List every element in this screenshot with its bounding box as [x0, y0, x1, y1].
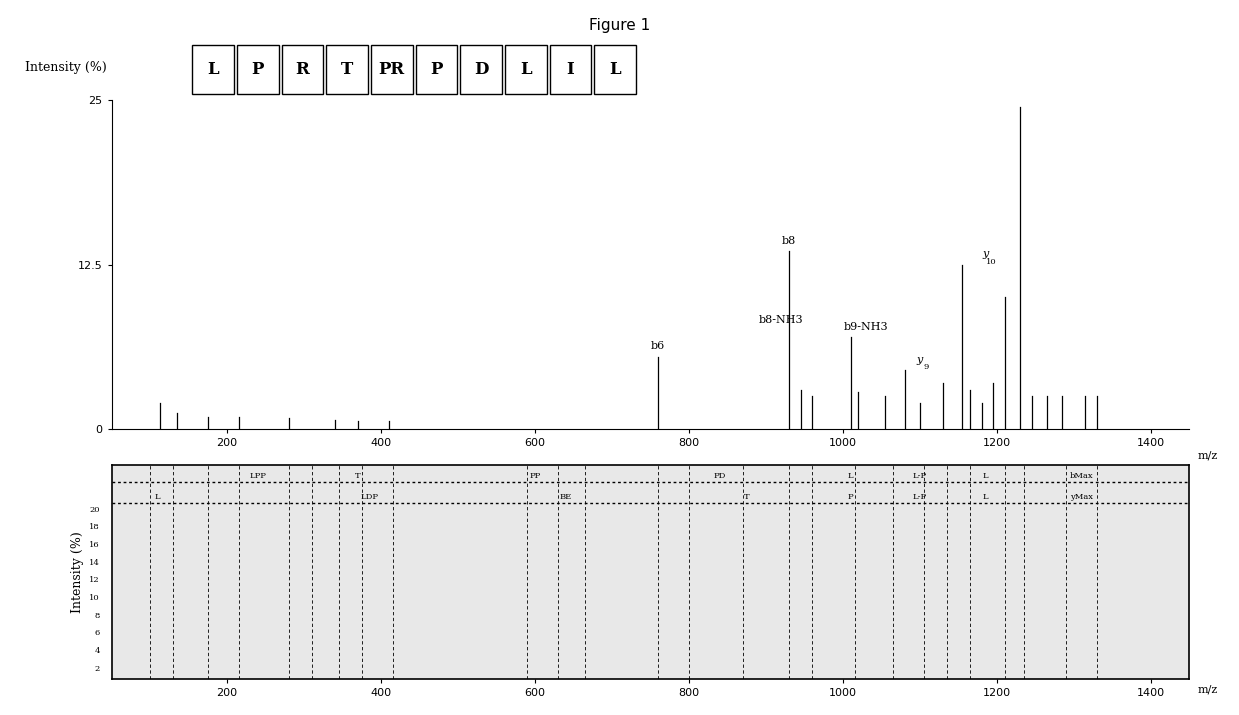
Text: L: L: [610, 61, 621, 78]
FancyBboxPatch shape: [237, 46, 279, 94]
Text: PP: PP: [529, 472, 540, 480]
FancyBboxPatch shape: [370, 46, 413, 94]
Text: 8: 8: [94, 611, 100, 620]
Text: T: T: [356, 472, 361, 480]
Text: b8-NH3: b8-NH3: [760, 315, 804, 325]
Text: BE: BE: [560, 493, 572, 501]
Text: P: P: [847, 493, 854, 501]
Text: 9: 9: [923, 363, 929, 371]
Text: I: I: [566, 61, 574, 78]
Text: 10: 10: [986, 258, 997, 266]
Text: 20: 20: [89, 506, 100, 514]
Text: D: D: [473, 61, 488, 78]
Text: 14: 14: [89, 558, 100, 567]
Text: L: L: [520, 61, 532, 78]
Text: LDP: LDP: [361, 493, 378, 501]
Text: L: L: [847, 472, 854, 480]
FancyBboxPatch shape: [550, 46, 591, 94]
Text: P: P: [430, 61, 442, 78]
Text: T: T: [341, 61, 353, 78]
Text: y: y: [983, 250, 989, 260]
FancyBboxPatch shape: [192, 46, 234, 94]
Text: 18: 18: [89, 523, 100, 531]
Text: b6: b6: [650, 341, 665, 351]
Text: PD: PD: [714, 472, 726, 480]
Text: L: L: [155, 493, 161, 501]
Y-axis label: Intensity (%): Intensity (%): [71, 531, 84, 613]
Text: 6: 6: [94, 629, 100, 637]
FancyBboxPatch shape: [506, 46, 546, 94]
Text: 10: 10: [89, 594, 100, 602]
Text: L-P: L-P: [913, 472, 927, 480]
Text: 4: 4: [94, 647, 100, 655]
Text: L: L: [983, 472, 989, 480]
FancyBboxPatch shape: [461, 46, 502, 94]
Text: 2: 2: [94, 664, 100, 673]
Text: 16: 16: [89, 541, 100, 549]
Text: P: P: [252, 61, 264, 78]
FancyBboxPatch shape: [281, 46, 323, 94]
FancyBboxPatch shape: [415, 46, 457, 94]
Text: L: L: [983, 493, 989, 501]
Text: T: T: [743, 493, 750, 501]
Text: yMax: yMax: [1070, 493, 1093, 501]
Text: y: y: [917, 355, 923, 365]
Text: PR: PR: [379, 61, 405, 78]
FancyBboxPatch shape: [595, 46, 636, 94]
Text: b9-NH3: b9-NH3: [844, 322, 888, 332]
Text: b8: b8: [782, 236, 797, 246]
Text: LPP: LPP: [249, 472, 266, 480]
Text: 12: 12: [89, 576, 100, 584]
Text: L: L: [207, 61, 219, 78]
Text: bMax: bMax: [1069, 472, 1094, 480]
Text: L-P: L-P: [913, 493, 927, 501]
Text: R: R: [296, 61, 310, 78]
Text: Intensity (%): Intensity (%): [25, 61, 107, 74]
FancyBboxPatch shape: [326, 46, 368, 94]
Text: m/z: m/z: [1197, 685, 1218, 695]
Text: m/z: m/z: [1197, 450, 1218, 460]
Text: Figure 1: Figure 1: [589, 18, 650, 33]
